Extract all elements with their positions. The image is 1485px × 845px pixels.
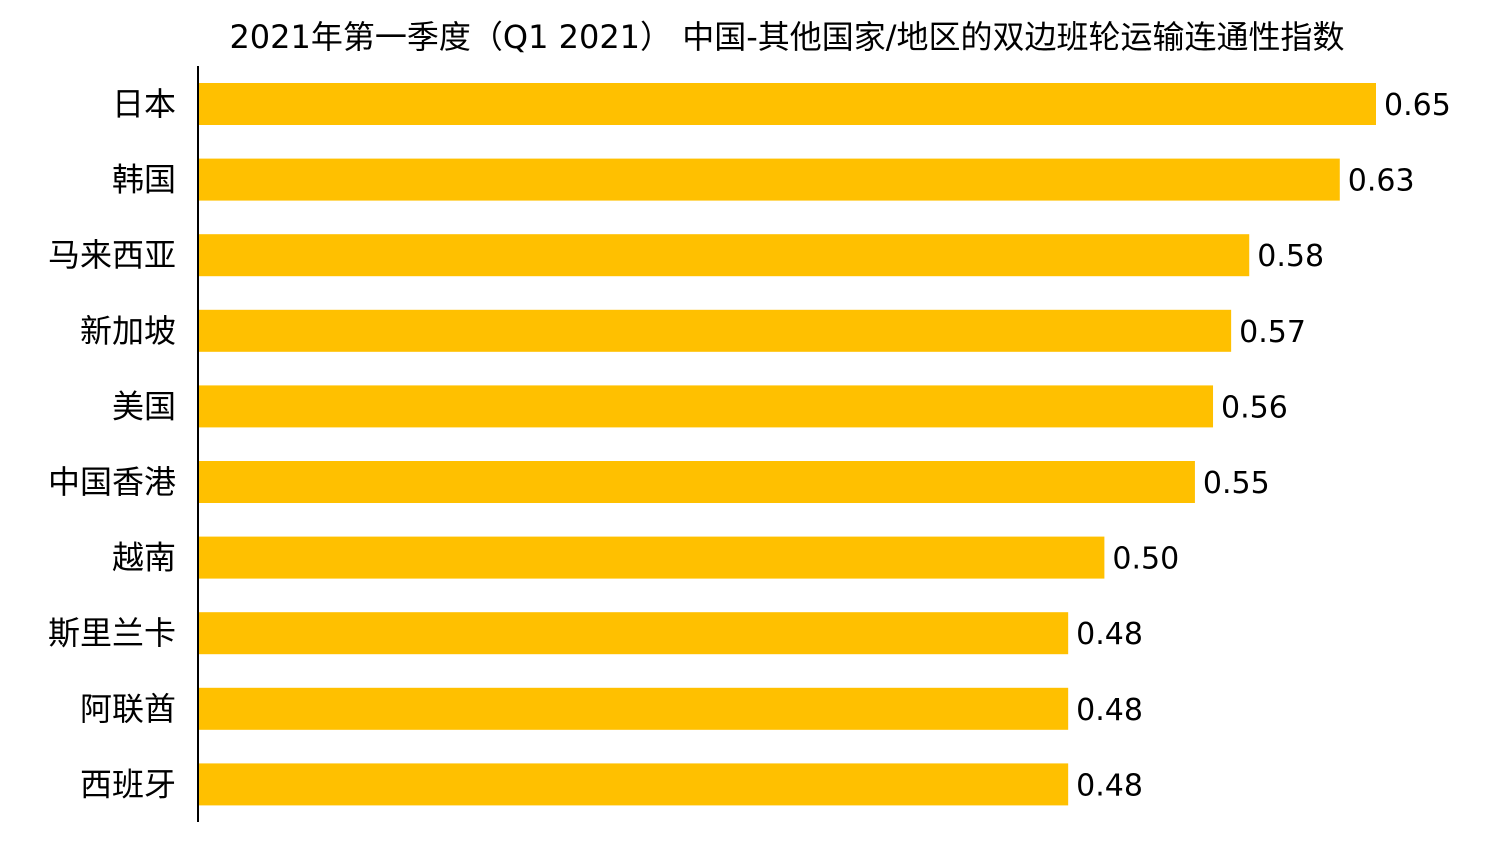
bar xyxy=(199,83,1376,125)
bar-group: 韩国 0.63 xyxy=(112,158,1415,201)
bar-group: 越南 0.50 xyxy=(112,536,1179,579)
bar xyxy=(199,687,1069,730)
bar-group: 新加坡 0.57 xyxy=(80,309,1306,352)
category-label: 斯里兰卡 xyxy=(48,614,176,652)
bars-layer: 日本 0.65 韩国 0.63 马来西亚 0.58 新加坡 0.57 美国 0.56 中国香港 0.5… xyxy=(48,83,1451,806)
bar-group: 阿联酋 0.48 xyxy=(80,687,1143,730)
value-label: 0.55 xyxy=(1203,466,1270,501)
category-label: 阿联酋 xyxy=(80,690,176,728)
category-label: 西班牙 xyxy=(80,765,176,803)
chart-title: 2021年第一季度（Q1 2021） 中国-其他国家/地区的双边班轮运输连通性指… xyxy=(229,18,1344,56)
value-label: 0.50 xyxy=(1112,542,1179,577)
value-label: 0.58 xyxy=(1257,239,1324,274)
bar-group: 马来西亚 0.58 xyxy=(48,234,1324,277)
category-label: 马来西亚 xyxy=(48,236,176,274)
bar xyxy=(199,385,1214,428)
category-label: 越南 xyxy=(112,539,176,577)
value-label: 0.63 xyxy=(1348,164,1415,199)
category-label: 日本 xyxy=(112,85,176,123)
bar-group: 斯里兰卡 0.48 xyxy=(48,612,1143,655)
value-label: 0.65 xyxy=(1384,88,1451,123)
value-label: 0.48 xyxy=(1076,617,1143,652)
category-label: 新加坡 xyxy=(80,312,176,350)
bar xyxy=(199,536,1105,579)
bar xyxy=(199,461,1195,503)
bar xyxy=(199,309,1232,352)
bar xyxy=(199,158,1340,201)
category-label: 韩国 xyxy=(112,161,176,199)
bar-group: 中国香港 0.55 xyxy=(48,461,1270,503)
category-label: 美国 xyxy=(112,387,176,425)
value-label: 0.57 xyxy=(1239,315,1306,350)
bar-group: 日本 0.65 xyxy=(112,83,1451,125)
bar xyxy=(199,234,1250,277)
bar-group: 西班牙 0.48 xyxy=(80,763,1143,806)
bar xyxy=(199,612,1069,655)
value-label: 0.56 xyxy=(1221,390,1288,425)
category-label: 中国香港 xyxy=(48,463,176,501)
bar xyxy=(199,763,1069,806)
value-label: 0.48 xyxy=(1076,693,1143,728)
bar-group: 美国 0.56 xyxy=(112,385,1288,428)
value-label: 0.48 xyxy=(1076,768,1143,803)
